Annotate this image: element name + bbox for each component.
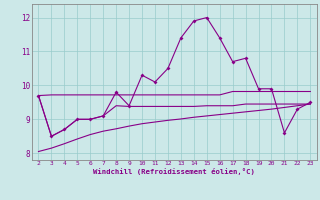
X-axis label: Windchill (Refroidissement éolien,°C): Windchill (Refroidissement éolien,°C) xyxy=(93,168,255,175)
